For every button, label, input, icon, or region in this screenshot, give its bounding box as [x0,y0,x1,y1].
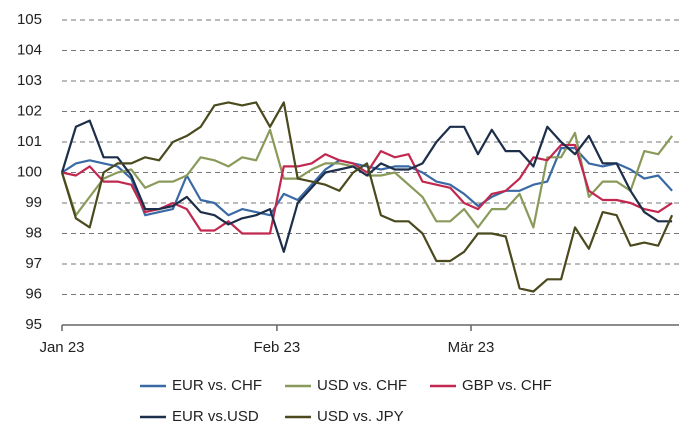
x-tick-label: Feb 23 [254,339,301,356]
y-tick-label: 104 [17,41,42,58]
legend-label: USD vs. CHF [317,377,407,394]
y-tick-label: 101 [17,133,42,150]
y-tick-label: 98 [25,224,42,241]
y-tick-label: 99 [25,194,42,211]
x-tick-label: Mär 23 [448,339,495,356]
legend-label: EUR vs. CHF [172,377,262,394]
y-tick-label: 100 [17,163,42,180]
legend-label: EUR vs.USD [172,408,259,425]
y-tick-label: 105 [17,11,42,28]
x-tick-label: Jan 23 [39,339,84,356]
series-line [60,119,673,253]
y-tick-label: 102 [17,102,42,119]
y-tick-label: 96 [25,285,42,302]
y-tick-label: 97 [25,255,42,272]
legend-label: GBP vs. CHF [462,377,552,394]
y-tick-label: 95 [25,316,42,333]
series-line [60,101,674,293]
y-tick-label: 103 [17,72,42,89]
legend-label: USD vs. JPY [317,408,404,425]
